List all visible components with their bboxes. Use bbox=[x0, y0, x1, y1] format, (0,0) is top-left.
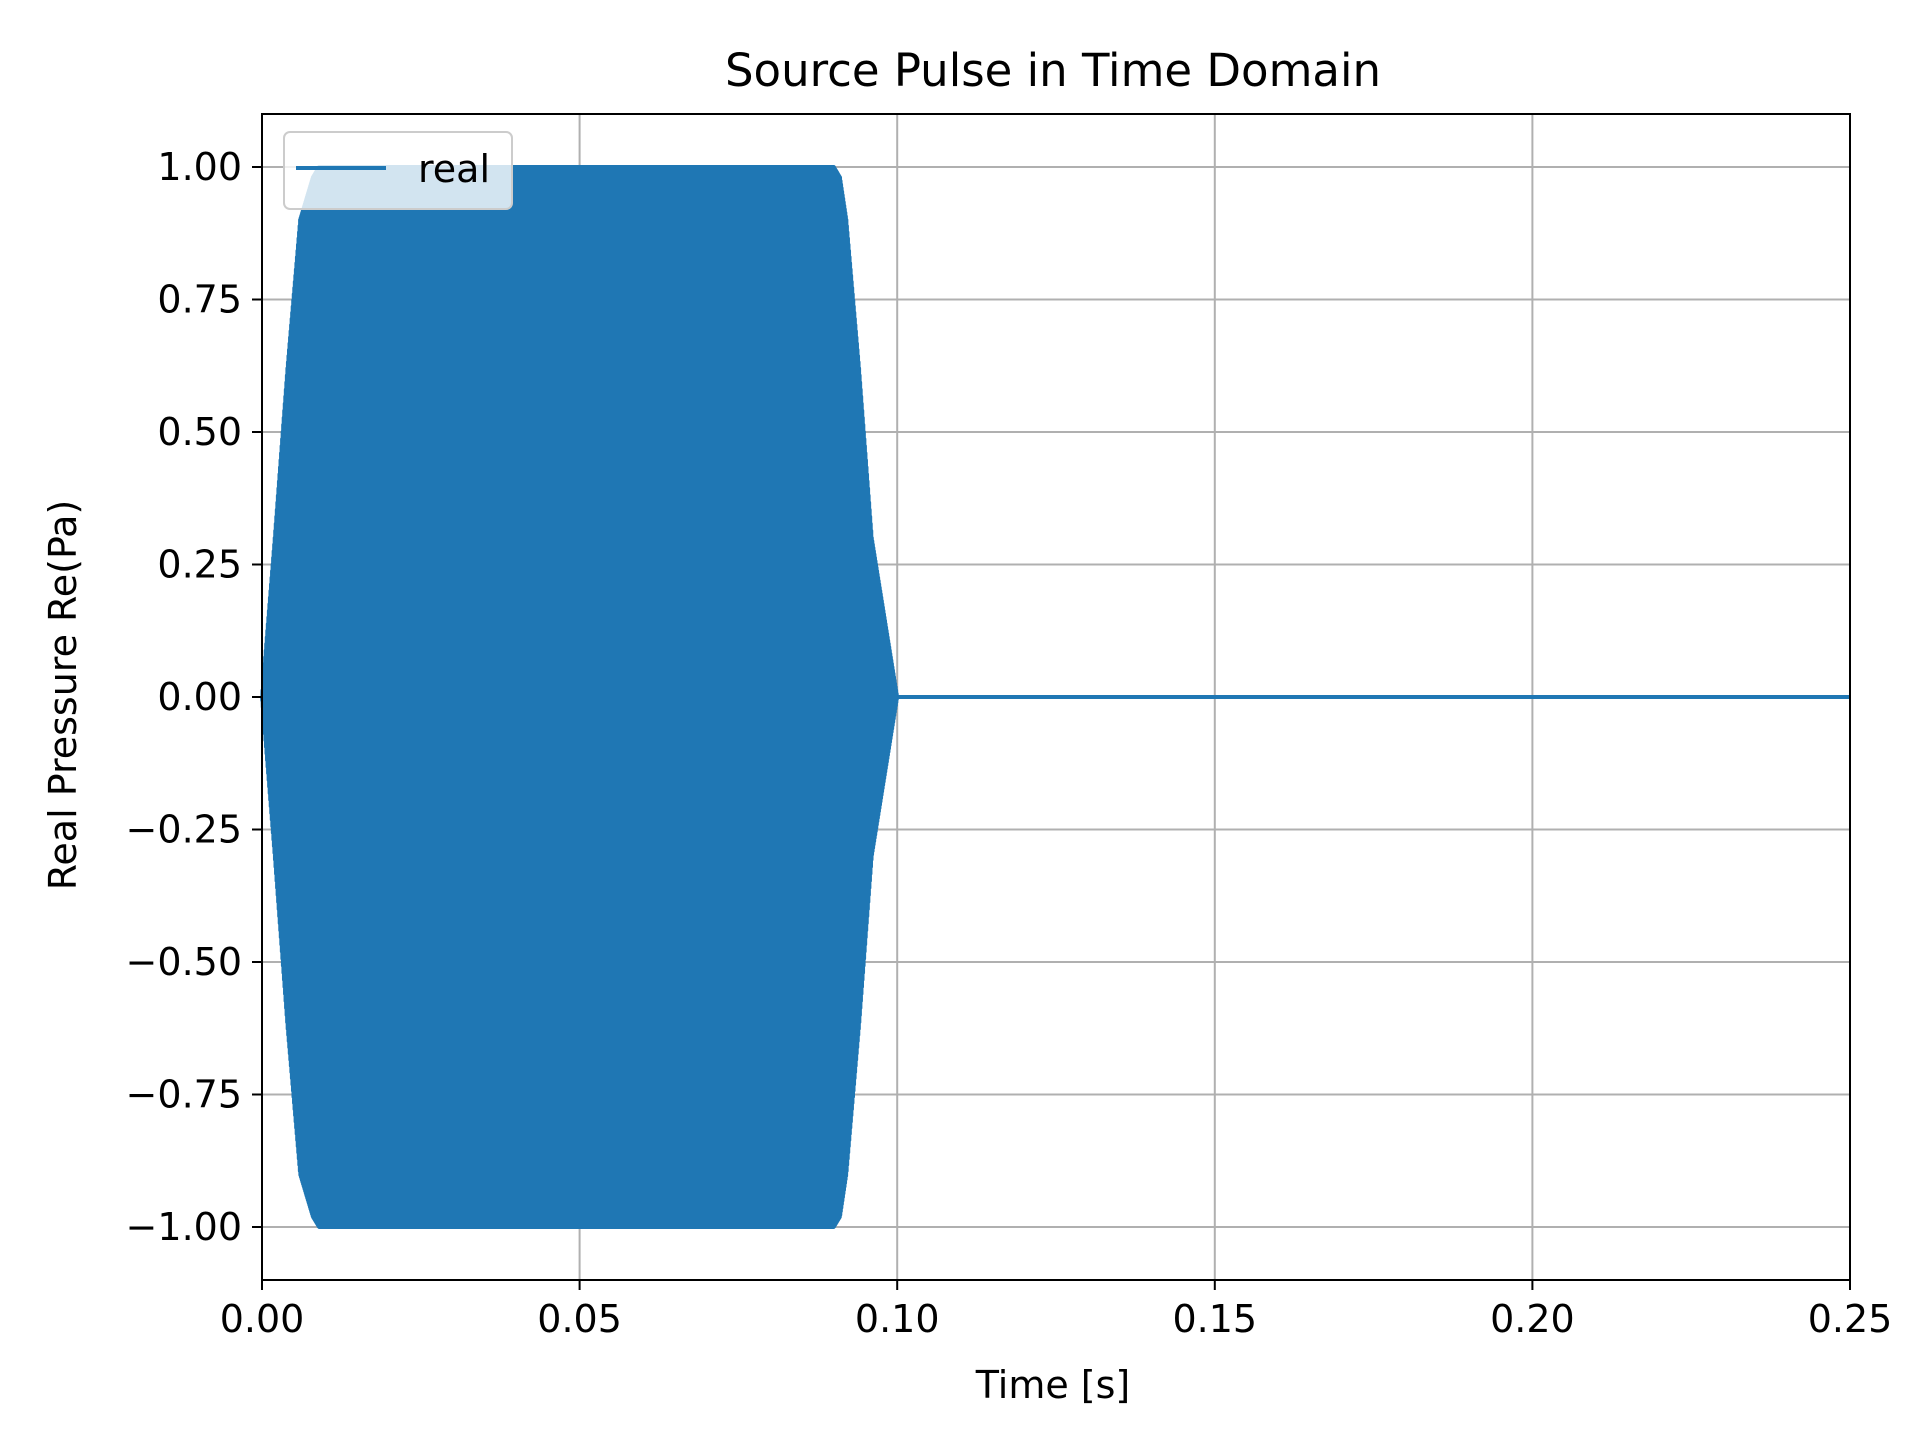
series-line-real-pulse bbox=[260, 165, 900, 1229]
y-axis-label: Real Pressure Re(Pa) bbox=[41, 500, 85, 891]
legend-box bbox=[283, 131, 513, 210]
chart-title: Source Pulse in Time Domain bbox=[725, 44, 1381, 97]
y-tick-label: −0.50 bbox=[126, 940, 242, 984]
y-tick-label: −1.00 bbox=[126, 1205, 242, 1249]
y-tick-label: 0.50 bbox=[157, 410, 242, 454]
x-axis-label: Time [s] bbox=[975, 1363, 1131, 1407]
y-tick-label: −0.25 bbox=[126, 808, 242, 852]
y-tick-label: 0.00 bbox=[157, 675, 242, 719]
y-tick-label: 1.00 bbox=[157, 145, 242, 189]
x-tick-label: 0.25 bbox=[1808, 1297, 1893, 1341]
x-tick-label: 0.00 bbox=[220, 1297, 305, 1341]
axis-ticks: 0.00 0.05 0.10 0.15 0.20 0.25 1.00 0.75 0.50 0.25… bbox=[126, 145, 1893, 1341]
x-tick-label: 0.15 bbox=[1172, 1297, 1257, 1341]
x-tick-label: 0.20 bbox=[1490, 1297, 1575, 1341]
legend: real bbox=[283, 131, 513, 210]
x-tick-label: 0.10 bbox=[855, 1297, 940, 1341]
y-tick-label: 0.25 bbox=[157, 543, 242, 587]
y-tick-label: −0.75 bbox=[126, 1073, 242, 1117]
legend-label-real: real bbox=[418, 147, 490, 191]
y-tick-label: 0.75 bbox=[157, 278, 242, 322]
x-tick-label: 0.05 bbox=[537, 1297, 622, 1341]
